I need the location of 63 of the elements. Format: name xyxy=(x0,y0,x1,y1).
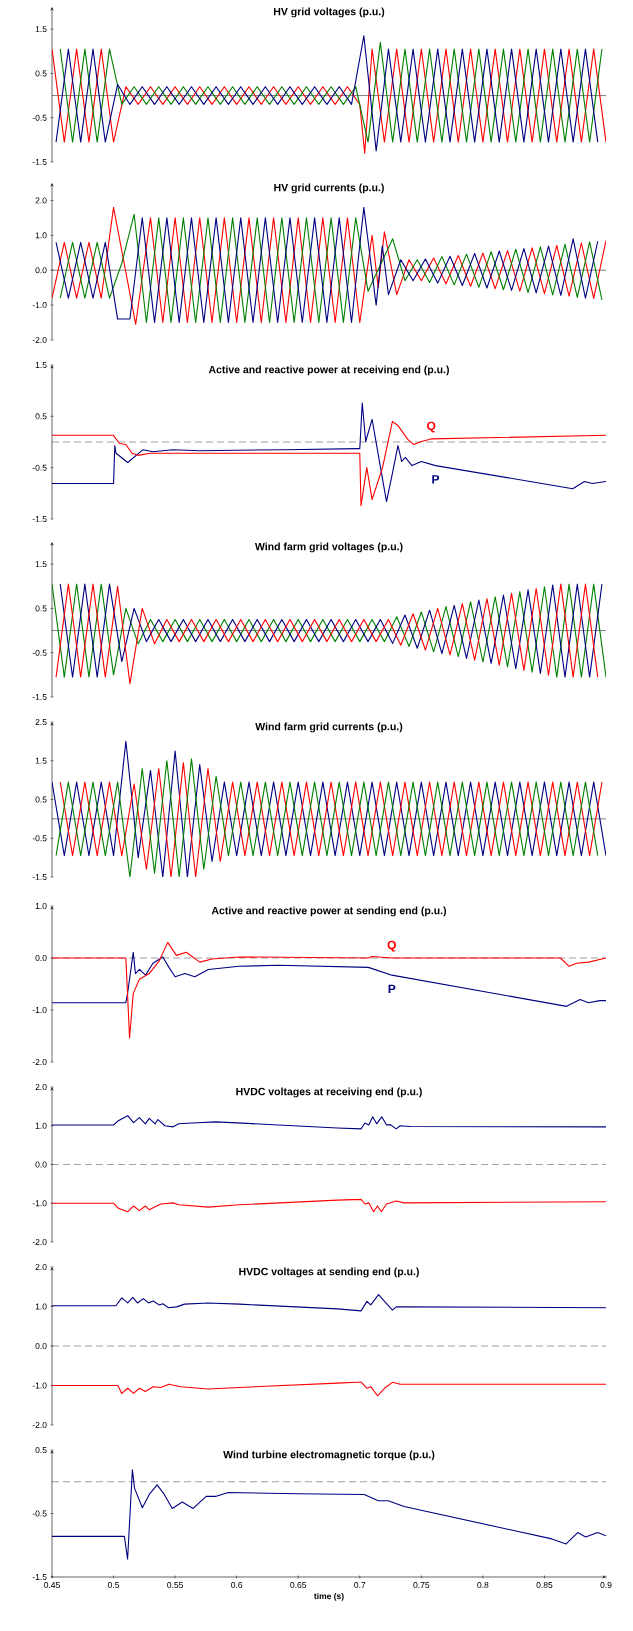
y-tick-label: -1.5 xyxy=(32,159,47,165)
chart-title: HV grid voltages (p.u.) xyxy=(273,7,385,18)
y-tick-label: 1.0 xyxy=(35,1122,47,1129)
y-tick-label: -1.5 xyxy=(32,694,47,700)
chart-title: HVDC voltages at receiving end (p.u.) xyxy=(236,1087,422,1098)
x-tick-label: 0.85 xyxy=(536,1582,553,1589)
y-tick-label: 1.0 xyxy=(35,1303,47,1310)
y-tick-label: 0.5 xyxy=(35,70,47,77)
y-tick-label: 1.0 xyxy=(35,902,47,909)
y-tick-label: 0.5 xyxy=(35,796,47,803)
y-tick-label: -1.0 xyxy=(32,1006,47,1013)
y-tick-label: 0.5 xyxy=(35,605,47,612)
series-label: P xyxy=(432,475,440,484)
chart-title: Wind turbine electromagnetic torque (p.u.) xyxy=(223,1450,435,1461)
x-tick-label: 0.55 xyxy=(167,1582,184,1589)
y-tick-label: 1.5 xyxy=(35,362,47,368)
y-tick-label: -1.0 xyxy=(32,302,47,309)
y-tick-label: 0.0 xyxy=(35,267,47,274)
x-tick-label: 0.75 xyxy=(413,1582,430,1589)
x-tick-label: 0.8 xyxy=(477,1582,489,1589)
y-tick-label: 1.0 xyxy=(35,232,47,239)
y-tick-label: -1.0 xyxy=(32,1382,47,1389)
y-tick-label: -0.5 xyxy=(32,114,47,121)
x-tick-label: 0.6 xyxy=(231,1582,243,1589)
chart-title: Active and reactive power at receiving end (p.u.) xyxy=(208,365,449,376)
y-tick-label: -2.0 xyxy=(32,1238,47,1245)
x-tick-label: 0.5 xyxy=(107,1582,120,1589)
y-tick-label: 2.0 xyxy=(35,1083,47,1090)
y-tick-label: -0.5 xyxy=(32,1510,47,1517)
series-label: Q xyxy=(427,421,436,433)
x-tick-label: 0.65 xyxy=(290,1582,307,1589)
y-tick-label: 2.0 xyxy=(35,1263,47,1270)
chart-title: HV grid currents (p.u.) xyxy=(274,183,384,194)
x-tick-label: 0.45 xyxy=(44,1582,60,1589)
y-tick-label: -1.0 xyxy=(32,1200,47,1207)
y-tick-label: -0.5 xyxy=(32,835,47,842)
y-tick-label: -1.5 xyxy=(32,874,47,880)
y-tick-label: -0.5 xyxy=(32,464,47,471)
y-tick-label: -2.0 xyxy=(32,1058,47,1065)
y-tick-label: 2.0 xyxy=(35,197,47,204)
y-tick-label: -0.5 xyxy=(32,649,47,656)
y-tick-label: 1.5 xyxy=(35,26,47,33)
chart-title: HVDC voltages at sending end (p.u.) xyxy=(239,1267,419,1278)
y-tick-label: 0.0 xyxy=(35,1161,47,1168)
chart-title: Wind farm grid voltages (p.u.) xyxy=(254,542,403,553)
y-tick-label: -2.0 xyxy=(32,336,47,343)
x-tick-label: 0.9 xyxy=(600,1582,612,1589)
y-tick-label: 0.0 xyxy=(35,1342,47,1349)
chart-title: Wind farm grid currents (p.u.) xyxy=(255,722,403,733)
x-tick-label: 0.7 xyxy=(354,1582,366,1589)
y-tick-label: 0.0 xyxy=(35,954,47,961)
y-tick-label: 2.5 xyxy=(35,718,47,725)
chart-title: Active and reactive power at sending end (p.u.) xyxy=(211,906,447,917)
y-tick-label: 0.5 xyxy=(35,413,47,420)
y-tick-label: 1.5 xyxy=(35,561,47,568)
y-tick-label: -2.0 xyxy=(32,1421,47,1428)
y-tick-label: 0.5 xyxy=(35,1446,47,1453)
y-tick-label: 1.5 xyxy=(35,757,47,764)
series-label: P xyxy=(388,984,396,993)
y-tick-label: -1.5 xyxy=(32,516,47,522)
x-axis-title: time (s) xyxy=(314,1592,344,1601)
y-tick-label: -1.5 xyxy=(32,1574,47,1580)
series-label: Q xyxy=(387,940,396,952)
